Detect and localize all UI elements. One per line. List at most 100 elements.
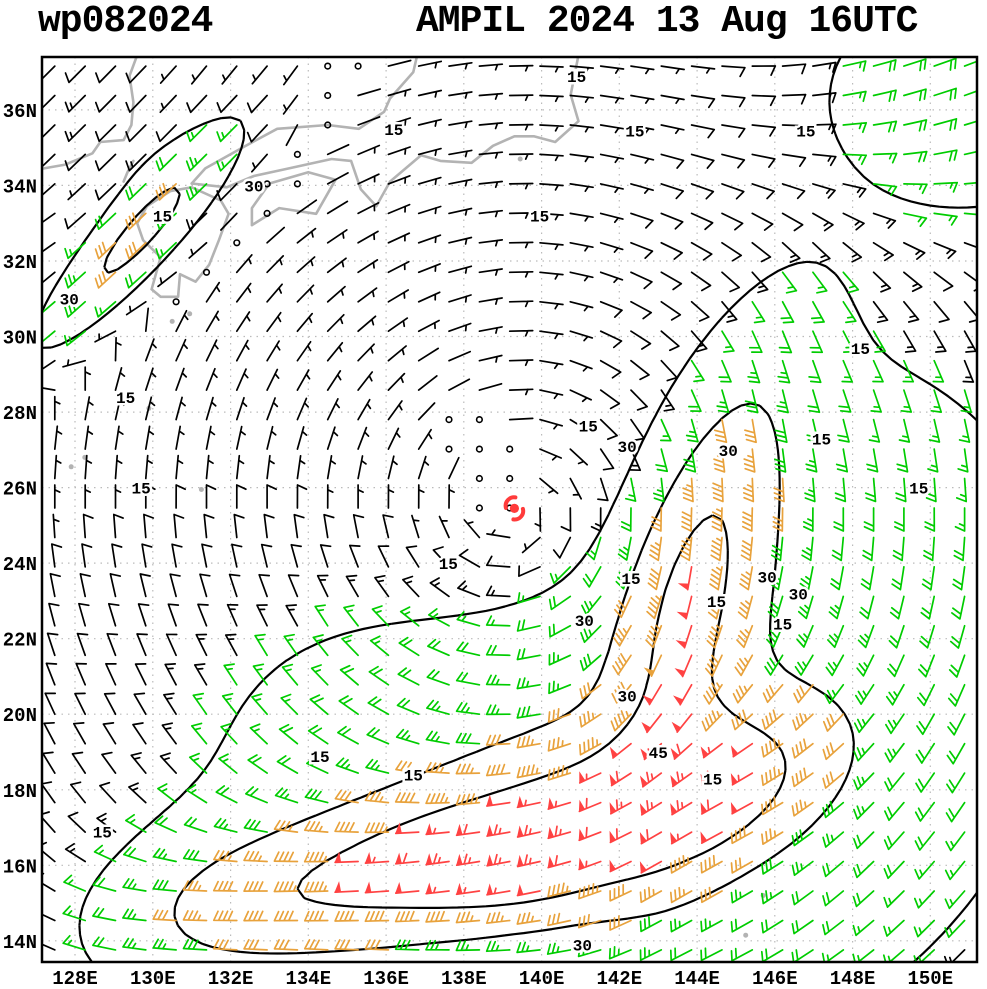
wind-barb (809, 330, 824, 354)
wind-barb (280, 693, 299, 716)
wind-barb (599, 94, 625, 104)
lon-axis-label: 146E (752, 968, 798, 989)
wind-barb (417, 402, 436, 421)
wind-barb (303, 820, 329, 833)
wind-barb (455, 911, 481, 924)
wind-barb (569, 418, 591, 434)
lon-axis-label: 132E (208, 968, 254, 989)
isotach-label: 15 (625, 124, 644, 142)
wind-barb (721, 212, 744, 231)
wind-barb (884, 772, 905, 792)
wind-barb (213, 817, 238, 833)
wind-barb (660, 241, 683, 260)
island-dot (531, 216, 537, 222)
wind-barb (192, 692, 208, 716)
wind-barb (278, 723, 299, 745)
wind-barb (276, 755, 299, 774)
wind-barb (106, 632, 119, 657)
wind-barb (296, 199, 318, 215)
wind-barb (943, 949, 966, 962)
isotach-label: 30 (244, 178, 263, 196)
wind-barb (549, 566, 572, 584)
coastline-kyushu (135, 186, 230, 299)
wind-barb (933, 241, 957, 260)
wind-barb (914, 801, 936, 822)
wind-barb (357, 173, 380, 185)
wind-barb (630, 300, 653, 320)
wind-barb (224, 633, 238, 657)
wind-barb (274, 787, 299, 804)
wind-barb (539, 300, 564, 310)
wind-barb (902, 359, 915, 383)
wind-barb (933, 87, 957, 101)
wind-barb (946, 772, 966, 794)
island-dot (128, 396, 134, 402)
wind-barb (307, 724, 329, 745)
wind-barb (243, 881, 268, 892)
wind-barb (872, 300, 889, 324)
wind-barb (669, 886, 693, 904)
wind-barb (42, 94, 56, 110)
isotach-label: 15 (153, 209, 172, 227)
wind-barb (933, 330, 947, 353)
wind-barb (212, 910, 238, 922)
wind-barb (516, 648, 541, 661)
wind-barb (478, 239, 504, 247)
wind-barb (688, 389, 702, 413)
wind-barb (548, 595, 572, 611)
wind-barb (610, 770, 632, 787)
wind-barb (883, 860, 905, 880)
wind-barb (711, 507, 723, 532)
wind-barb (863, 507, 875, 532)
wind-barb (731, 709, 754, 731)
wind-barb (578, 772, 602, 784)
wind-barb (539, 477, 559, 495)
wind-barb (808, 359, 822, 384)
wind-barb (282, 65, 299, 86)
barb-pennant (395, 881, 402, 894)
wind-barb (417, 319, 440, 333)
wind-barb (201, 543, 213, 568)
wind-barb (478, 63, 504, 71)
wind-barb (891, 566, 905, 591)
wind-barb (842, 300, 857, 324)
wind-barb (205, 454, 214, 480)
wind-barb (64, 153, 87, 172)
wind-barb (455, 823, 481, 837)
wind-barb (84, 366, 92, 391)
wind-barb (394, 792, 420, 804)
wind-barb (773, 477, 785, 503)
wind-barb (741, 507, 754, 532)
wind-barb (903, 88, 927, 102)
wind-barb (448, 322, 472, 333)
wind-barb (343, 604, 359, 627)
wind-barb (396, 697, 420, 716)
wind-barb (387, 88, 412, 97)
wind-barb (402, 575, 420, 598)
wind-barb (290, 543, 302, 568)
wind-barb (630, 330, 652, 350)
wind-barb (399, 606, 420, 627)
wind-barb (486, 824, 511, 837)
wind-barb (448, 91, 473, 99)
wind-barb (761, 919, 784, 934)
wind-barb (751, 241, 772, 263)
wind-barb (766, 624, 784, 648)
wind-barb (580, 624, 602, 644)
barb-pennant (395, 852, 402, 865)
wind-barb (326, 398, 341, 421)
wind-barb (669, 918, 693, 933)
wind-barb (251, 153, 268, 173)
wind-barb (395, 728, 420, 745)
wind-barb (933, 271, 954, 292)
wind-barb (79, 573, 91, 598)
lon-axis-label: 130E (130, 968, 176, 989)
wind-barb (739, 566, 754, 591)
lat-axis-label: 18N (3, 781, 37, 803)
wind-barb (933, 118, 958, 131)
wind-barb (599, 448, 615, 471)
wind-barb (266, 311, 282, 333)
contour-label-layer: 15 15 15 15 30 15 15 30 15 15 15 30 30 15 15 15 15 15 30 30… (57, 66, 931, 958)
wind-barb (64, 124, 87, 143)
